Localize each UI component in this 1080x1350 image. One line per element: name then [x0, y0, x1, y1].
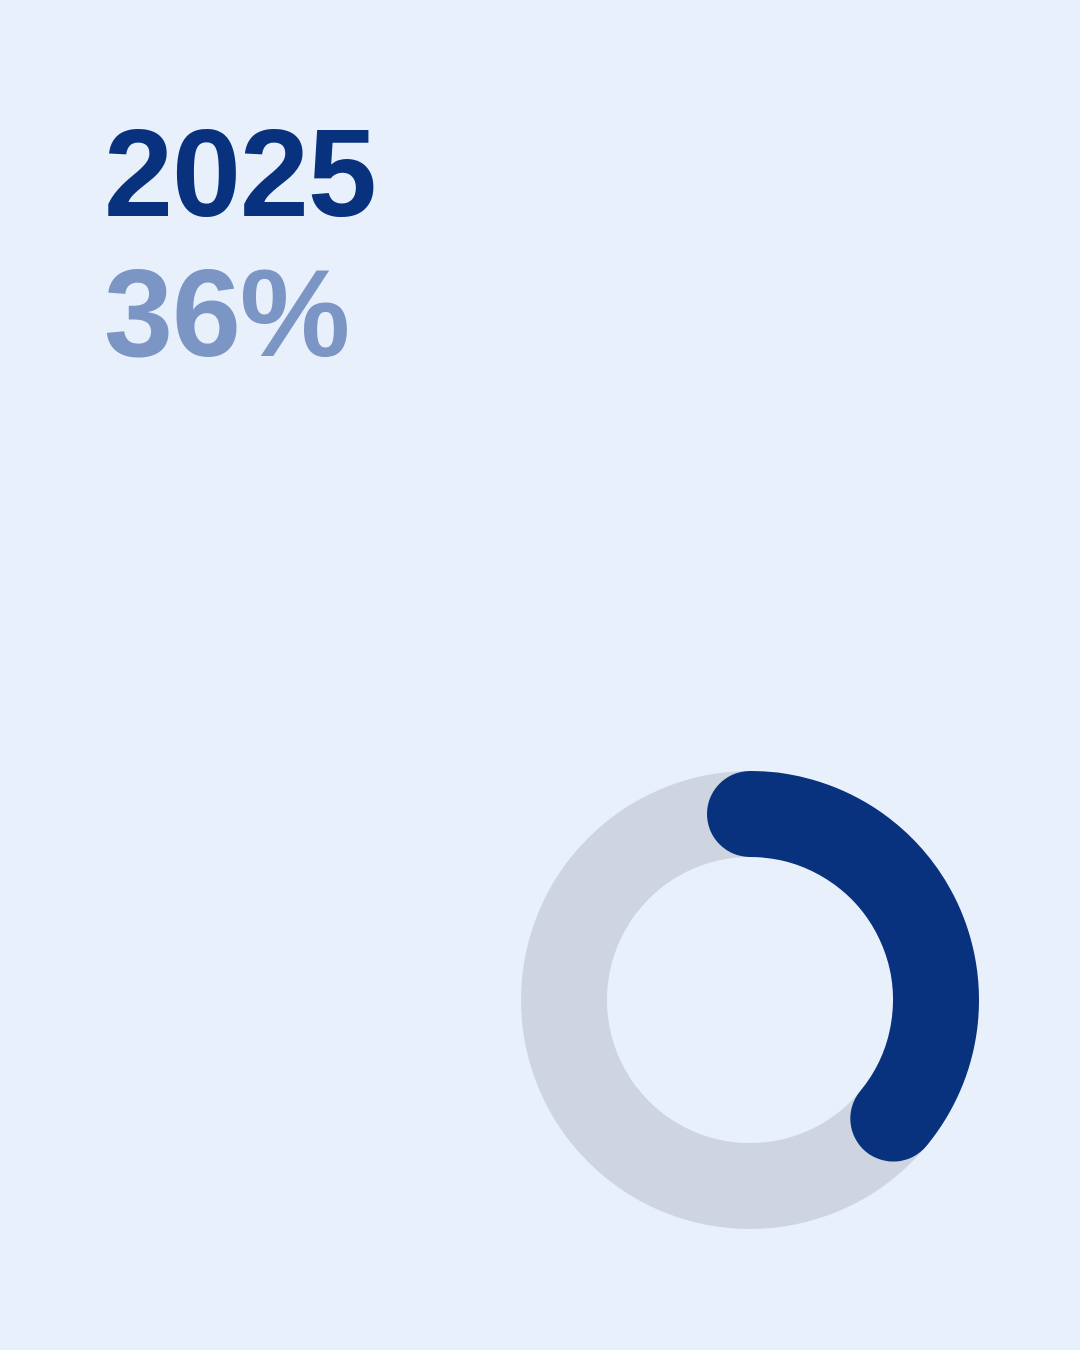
headline: 2025 36%: [104, 105, 377, 383]
percent-label: 36%: [104, 245, 350, 383]
donut-progress-arc: [707, 771, 979, 1162]
year-label: 2025: [104, 105, 377, 243]
